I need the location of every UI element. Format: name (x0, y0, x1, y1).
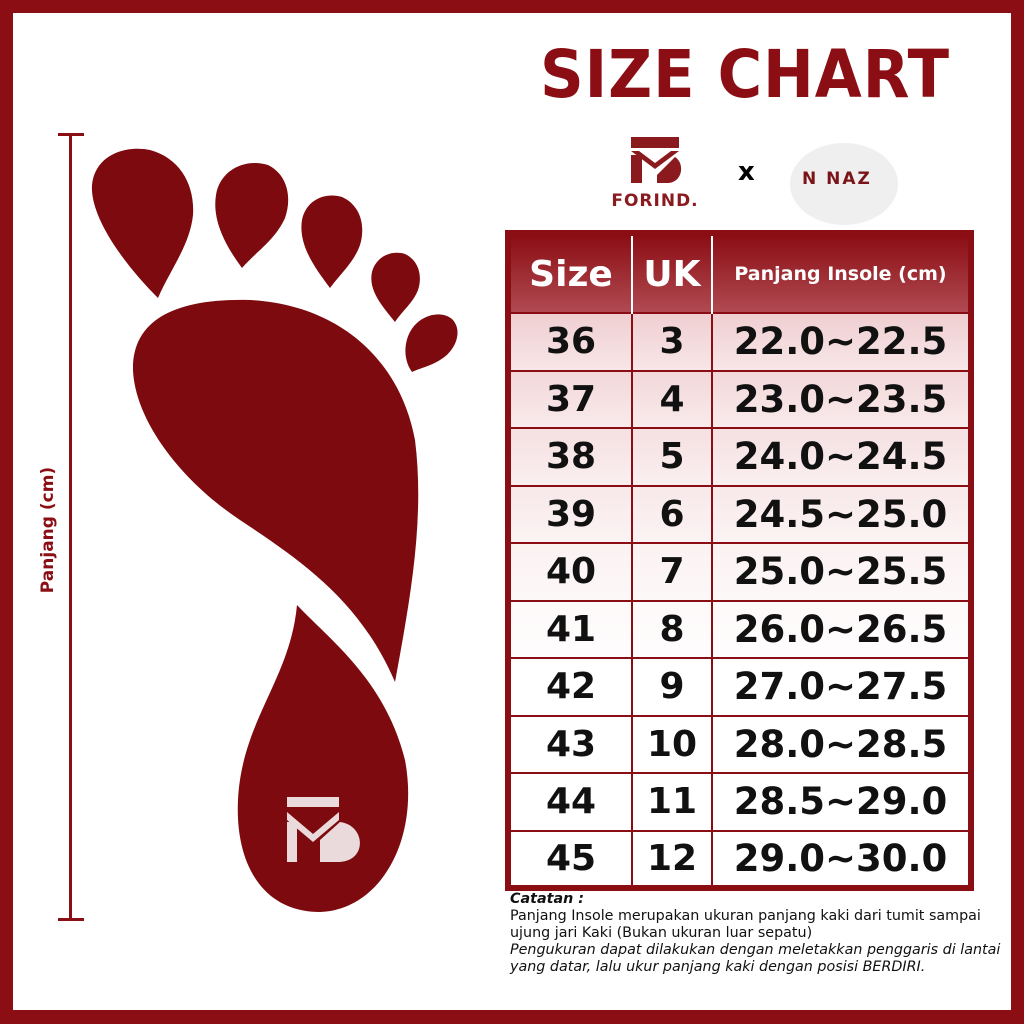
cell-insole: 29.0~30.0 (711, 829, 972, 889)
cell-uk: 5 (631, 427, 713, 487)
cell-uk: 11 (631, 772, 713, 832)
cell-insole: 26.0~26.5 (711, 599, 972, 659)
toe-2 (215, 163, 289, 268)
cell-size: 38 (507, 427, 633, 487)
cell-size: 43 (507, 714, 633, 774)
note-line-2: Pengukuran dapat dilakukan dengan meleta… (510, 942, 1001, 975)
foot-sole (132, 299, 419, 682)
cell-insole: 24.0~24.5 (711, 427, 972, 487)
table-row: 42 9 27.0~27.5 (507, 657, 972, 717)
cell-insole: 22.0~22.5 (711, 312, 972, 372)
header-insole: Panjang Insole (cm) (712, 233, 972, 313)
cell-insole: 27.0~27.5 (711, 657, 972, 717)
forind-brand-name: FORIND. (611, 191, 699, 211)
cell-uk: 7 (631, 542, 713, 602)
table-row: 41 8 26.0~26.5 (507, 599, 972, 659)
table-row: 45 12 29.0~30.0 (507, 829, 972, 889)
cell-size: 42 (507, 657, 633, 717)
ruler-tick-top (58, 133, 84, 136)
toe-5 (405, 314, 458, 372)
cell-uk: 9 (631, 657, 713, 717)
cell-uk: 3 (631, 312, 713, 372)
toe-4 (371, 252, 420, 322)
note: Catatan : Panjang Insole merupakan ukura… (510, 891, 1024, 976)
cell-size: 45 (507, 829, 633, 889)
cell-size: 37 (507, 369, 633, 429)
cell-size: 36 (507, 312, 633, 372)
forind-logo: FORIND. (600, 135, 710, 211)
foot-illustration (91, 148, 458, 912)
foot-heel (237, 605, 409, 912)
table-row: 44 11 28.5~29.0 (507, 772, 972, 832)
cell-uk: 10 (631, 714, 713, 774)
forind-logo-icon (631, 137, 682, 183)
cell-size: 39 (507, 484, 633, 544)
table-header: Size UK Panjang Insole (cm) (508, 233, 972, 313)
size-table: Size UK Panjang Insole (cm) 36 3 22.0~22.5… (505, 230, 974, 891)
naz-logo: N NAZ (790, 143, 898, 225)
naz-brand-name: N NAZ (802, 169, 872, 189)
cell-uk: 8 (631, 599, 713, 659)
table-row: 36 3 22.0~22.5 (507, 312, 972, 372)
cell-insole: 28.0~28.5 (711, 714, 972, 774)
note-line-1: Panjang Insole merupakan ukuran panjang … (510, 908, 981, 941)
cell-size: 41 (507, 599, 633, 659)
ruler-tick-bottom (58, 918, 84, 921)
header-uk: UK (632, 233, 713, 313)
cell-size: 44 (507, 772, 633, 832)
table-row: 38 5 24.0~24.5 (507, 427, 972, 487)
cell-uk: 6 (631, 484, 713, 544)
toe-big (91, 148, 194, 298)
table-row: 37 4 23.0~23.5 (507, 369, 972, 429)
cell-uk: 12 (631, 829, 713, 889)
header-size: Size (508, 233, 633, 313)
ruler-line (69, 135, 72, 921)
cell-uk: 4 (631, 369, 713, 429)
collab-separator: x (738, 157, 755, 187)
table-row: 40 7 25.0~25.5 (507, 542, 972, 602)
cell-insole: 24.5~25.0 (711, 484, 972, 544)
brand-logos: FORIND. x N NAZ (600, 135, 910, 230)
forind-watermark-icon (287, 797, 360, 862)
table-row: 39 6 24.5~25.0 (507, 484, 972, 544)
cell-insole: 28.5~29.0 (711, 772, 972, 832)
note-heading: Catatan : (510, 891, 584, 907)
toe-3 (301, 195, 363, 288)
page-title: SIZE CHART (539, 36, 950, 113)
cell-insole: 25.0~25.5 (711, 542, 972, 602)
cell-size: 40 (507, 542, 633, 602)
table-row: 43 10 28.0~28.5 (507, 714, 972, 774)
cell-insole: 23.0~23.5 (711, 369, 972, 429)
